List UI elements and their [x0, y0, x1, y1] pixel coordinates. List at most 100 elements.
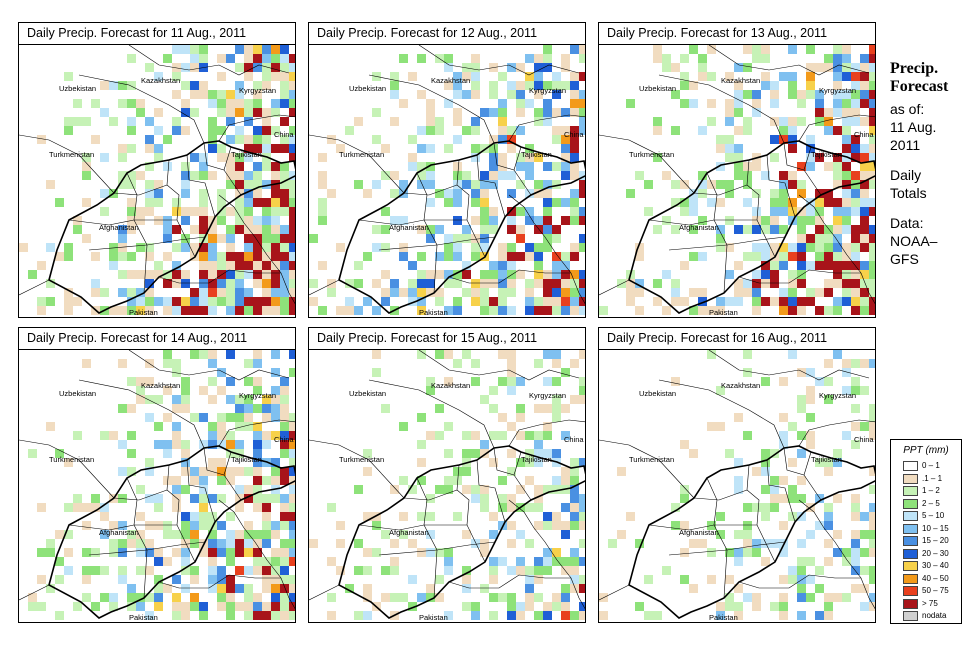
precip-cell [579, 288, 585, 297]
precip-cell [309, 297, 318, 306]
precip-cell [453, 270, 462, 279]
precip-cell [172, 476, 181, 485]
country-label: Afghanistan [679, 223, 719, 232]
precip-cell [869, 413, 875, 422]
precip-cell [127, 117, 136, 126]
precip-cell [235, 126, 244, 135]
precip-cell [869, 135, 875, 144]
precip-cell [671, 198, 680, 207]
precip-cell [262, 503, 271, 512]
precip-cell [163, 413, 172, 422]
precip-cell [552, 485, 561, 494]
precip-cell [280, 189, 289, 198]
country-label: Pakistan [419, 308, 448, 317]
precip-cell [833, 593, 842, 602]
precip-cell [534, 81, 543, 90]
precip-cell [253, 503, 262, 512]
precip-cell [163, 584, 172, 593]
precip-cell [761, 512, 770, 521]
precip-cell [842, 386, 851, 395]
legend-item: .1 – 1 [891, 473, 961, 486]
precip-cell [82, 153, 91, 162]
precip-cell [381, 144, 390, 153]
precip-cell [716, 144, 725, 153]
precip-cell [127, 180, 136, 189]
precip-cell [444, 198, 453, 207]
afghanistan-border [48, 445, 295, 619]
precip-cell [181, 306, 190, 315]
precip-cell [534, 503, 543, 512]
precip-cell [309, 539, 318, 548]
precip-cell [806, 431, 815, 440]
precip-cell [127, 602, 136, 611]
precip-cell [851, 512, 860, 521]
precip-cell [851, 359, 860, 368]
precip-cell [671, 225, 680, 234]
precip-cell [579, 350, 585, 359]
precip-cell [190, 207, 199, 216]
precip-cell [327, 189, 336, 198]
precip-cell [199, 306, 208, 315]
precip-cell [525, 153, 534, 162]
precip-cell [426, 117, 435, 126]
precip-cell [289, 611, 295, 620]
precip-cell [815, 494, 824, 503]
precip-cell [453, 512, 462, 521]
precip-cell [327, 611, 336, 620]
precip-cell [226, 225, 235, 234]
precip-cell [181, 386, 190, 395]
precip-cell [280, 243, 289, 252]
precip-cell [626, 297, 635, 306]
precip-cell [145, 288, 154, 297]
precip-cell [770, 225, 779, 234]
precip-cell [534, 90, 543, 99]
precip-cell [408, 135, 417, 144]
precip-cell [327, 288, 336, 297]
precip-cell [235, 440, 244, 449]
precip-cell [363, 593, 372, 602]
precip-cell [280, 557, 289, 566]
precip-cell [770, 261, 779, 270]
precip-cell [271, 108, 280, 117]
precip-cell [426, 494, 435, 503]
precip-cell [498, 288, 507, 297]
precip-cell [734, 261, 743, 270]
precip-cell [797, 575, 806, 584]
precip-cell [534, 566, 543, 575]
precip-cell [208, 422, 217, 431]
precip-cell [842, 90, 851, 99]
precip-cell [435, 288, 444, 297]
precip-cell [860, 162, 869, 171]
precip-cell [570, 216, 579, 225]
precip-cell [280, 521, 289, 530]
precip-cell [806, 261, 815, 270]
precip-cell [579, 45, 585, 54]
precip-cell [734, 162, 743, 171]
precip-cell [779, 611, 788, 620]
precip-cell [851, 243, 860, 252]
precip-cell [806, 90, 815, 99]
precip-cell [280, 99, 289, 108]
precip-cell [680, 54, 689, 63]
precip-cell [145, 162, 154, 171]
precip-cell [372, 225, 381, 234]
precip-cell [561, 81, 570, 90]
province-boundary [223, 169, 242, 196]
precip-cell [289, 270, 295, 279]
precip-cell [860, 117, 869, 126]
precip-cell [797, 368, 806, 377]
precip-cell [543, 216, 552, 225]
precip-cell [644, 611, 653, 620]
precip-cell [516, 377, 525, 386]
precip-cell [561, 198, 570, 207]
province-boundary [203, 142, 232, 171]
precip-cell [788, 126, 797, 135]
precip-cell [271, 243, 280, 252]
precip-cell [561, 584, 570, 593]
precip-cell [253, 171, 262, 180]
precip-cell [543, 63, 552, 72]
precip-cell [842, 189, 851, 198]
precip-cell [163, 216, 172, 225]
precip-cell [444, 350, 453, 359]
precip-cell [190, 306, 199, 315]
